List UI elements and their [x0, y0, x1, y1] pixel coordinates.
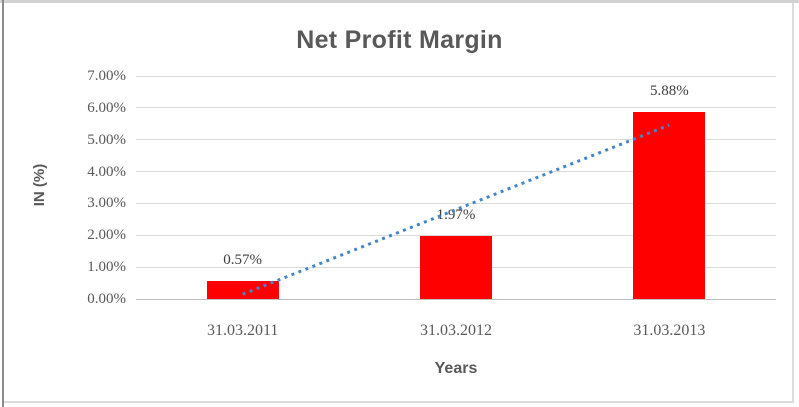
chart-title: Net Profit Margin — [296, 26, 503, 54]
gridline — [136, 75, 776, 77]
frame-right-border — [792, 3, 794, 402]
y-tick-label: 7.00% — [87, 68, 126, 84]
frame-bottom-border — [3, 401, 794, 403]
gridline — [136, 107, 776, 109]
bar — [420, 236, 492, 299]
y-tick-label: 0.00% — [87, 291, 126, 307]
y-tick-label: 1.00% — [87, 259, 126, 276]
y-tick-label: 4.00% — [87, 163, 126, 180]
x-tick-label: 31.03.2013 — [633, 322, 706, 339]
x-axis-title: Years — [434, 360, 478, 377]
frame-top-border — [0, 0, 799, 3]
y-tick-label: 2.00% — [87, 227, 126, 244]
y-tick-label: 6.00% — [87, 99, 126, 116]
x-tick-label: 31.03.2012 — [420, 322, 492, 339]
y-tick-label: 5.00% — [87, 131, 126, 148]
bar-data-label: 0.57% — [223, 251, 263, 268]
y-tick-label: 3.00% — [87, 195, 126, 212]
gridline — [136, 298, 776, 300]
frame-left-border — [2, 0, 4, 407]
bar — [633, 111, 706, 299]
bar-data-label: 1.97% — [436, 207, 476, 224]
bar — [206, 280, 279, 299]
bar-data-label: 5.88% — [649, 82, 689, 99]
x-tick-label: 31.03.2011 — [206, 322, 279, 339]
